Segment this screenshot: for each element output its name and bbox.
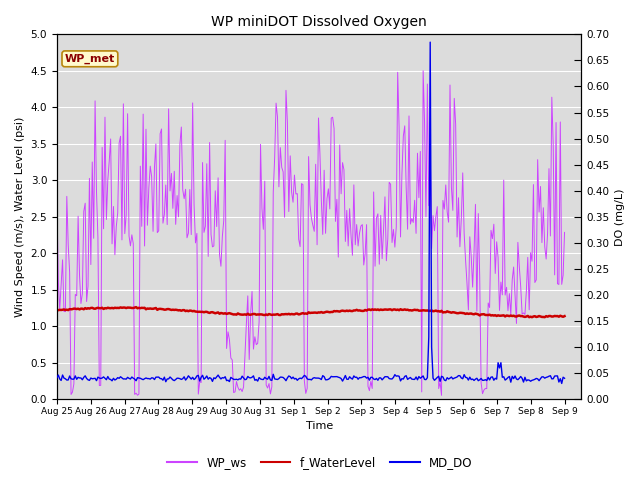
Text: WP_met: WP_met [65,54,115,64]
Y-axis label: Wind Speed (m/s), Water Level (psi): Wind Speed (m/s), Water Level (psi) [15,117,25,317]
Title: WP miniDOT Dissolved Oxygen: WP miniDOT Dissolved Oxygen [211,15,427,29]
Y-axis label: DO (mg/L): DO (mg/L) [615,188,625,245]
Legend: WP_ws, f_WaterLevel, MD_DO: WP_ws, f_WaterLevel, MD_DO [163,452,477,474]
X-axis label: Time: Time [305,421,333,432]
